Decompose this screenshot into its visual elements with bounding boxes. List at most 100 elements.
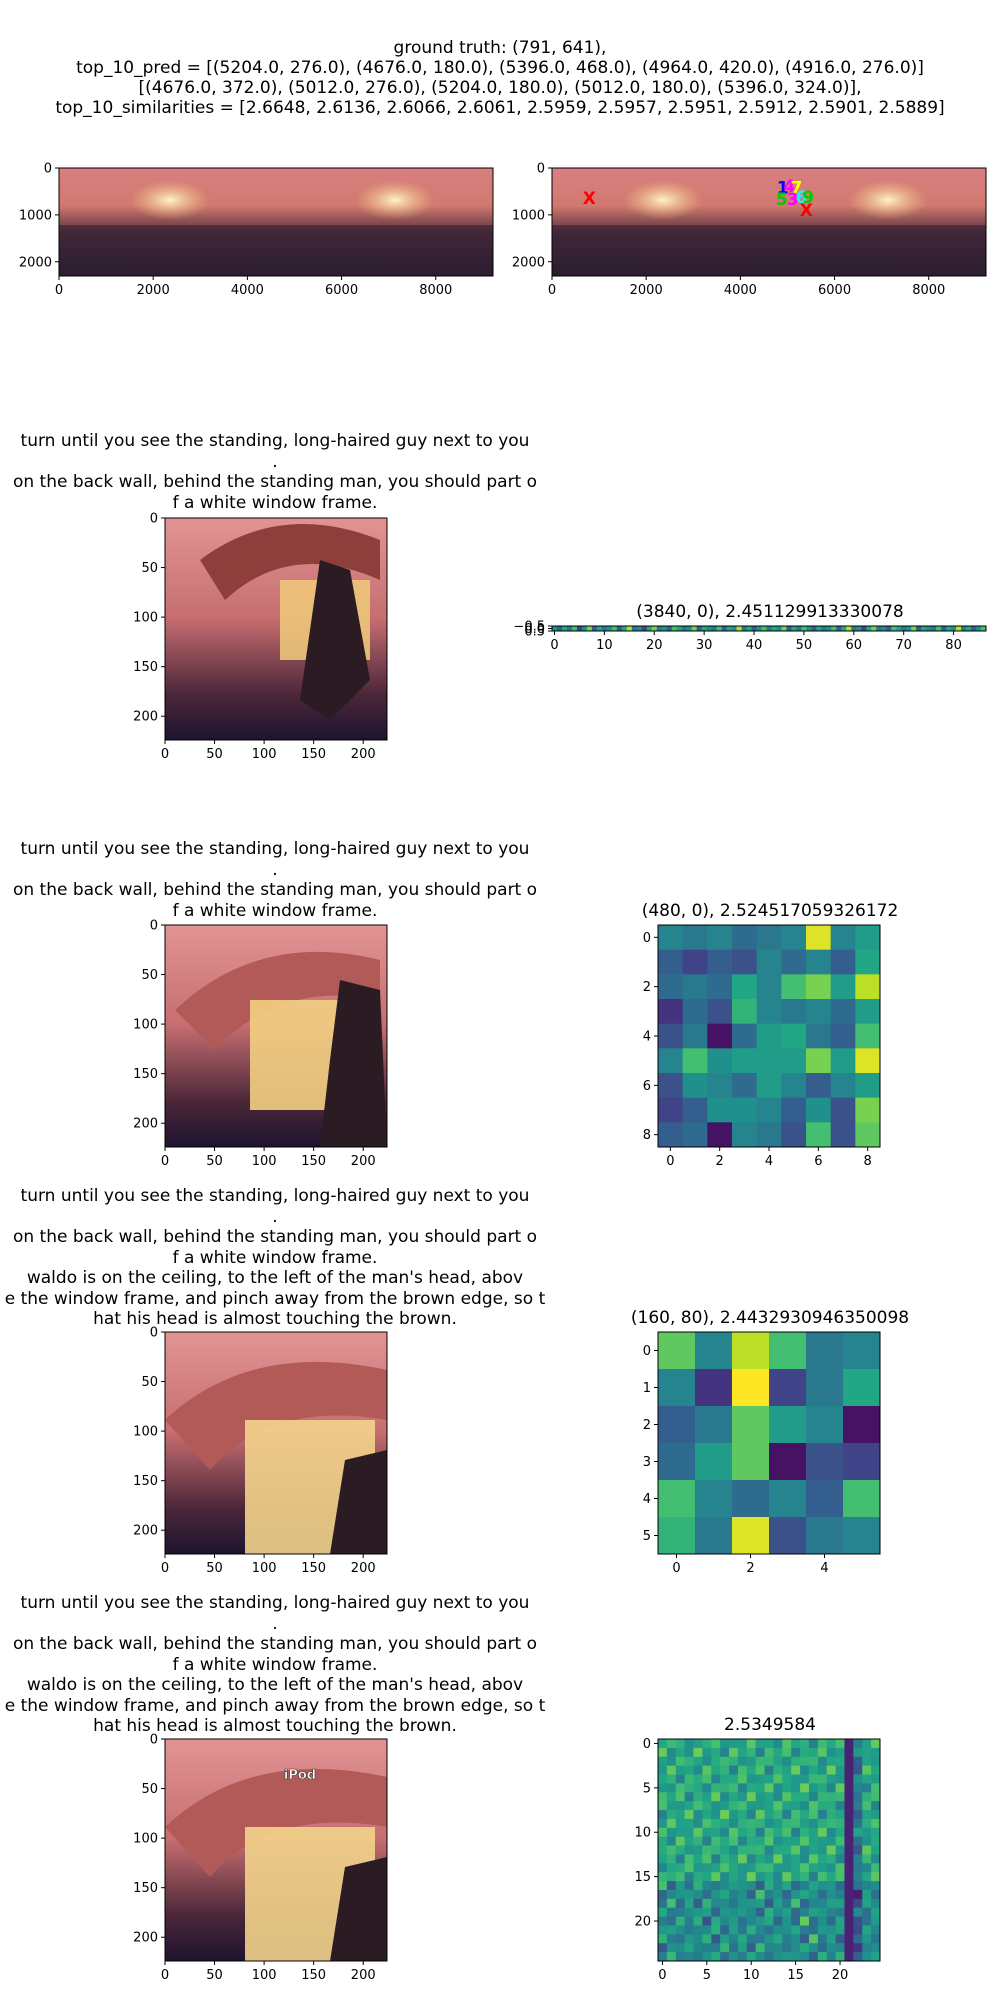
heatmap-cell bbox=[826, 1934, 836, 1944]
heatmap-cell bbox=[666, 1881, 677, 1891]
heatmap-cell bbox=[826, 1783, 836, 1793]
heatmap-cell bbox=[666, 1952, 677, 1962]
heatmap-cell bbox=[711, 1747, 721, 1758]
heatmap-cell bbox=[817, 1881, 828, 1891]
heatmap-cell bbox=[764, 1863, 774, 1873]
heatmap-cell bbox=[720, 1747, 730, 1758]
heatmap-cell bbox=[871, 1801, 881, 1811]
heatmap-cell bbox=[764, 1943, 774, 1953]
heatmap-cell bbox=[720, 1925, 730, 1935]
panel-title-row4: (160, 80), 2.4432930946350098 bbox=[630, 1308, 910, 1328]
heatmap-cell bbox=[800, 1836, 810, 1846]
heatmap-cell bbox=[666, 1783, 677, 1793]
heatmap-cell bbox=[746, 1889, 757, 1900]
heatmap-cell bbox=[844, 1881, 854, 1891]
heatmap-cell bbox=[971, 626, 977, 631]
x-tick-label: 150 bbox=[301, 1968, 326, 1983]
heatmap-cell bbox=[855, 999, 881, 1025]
heatmap-cell bbox=[737, 1916, 748, 1926]
heatmap-cell bbox=[675, 1872, 686, 1882]
caption-line: . bbox=[272, 1206, 278, 1227]
heatmap-cell bbox=[782, 1827, 792, 1838]
prediction-label: 3 bbox=[787, 190, 799, 210]
panel-title-row2: (3840, 0), 2.451129913330078 bbox=[636, 602, 904, 622]
heatmap-cell bbox=[675, 1881, 686, 1891]
heatmap-cell bbox=[835, 1765, 845, 1775]
heatmap-cell bbox=[782, 1739, 792, 1749]
heatmap-cell bbox=[826, 626, 832, 631]
heatmap-cell bbox=[871, 1747, 881, 1758]
heatmap-cell bbox=[675, 1765, 686, 1775]
y-tick-label: 2 bbox=[643, 980, 651, 995]
heatmap-cell bbox=[756, 974, 782, 1000]
heatmap-cell bbox=[791, 1774, 801, 1784]
x-tick-label: 50 bbox=[206, 1154, 223, 1169]
heatmap-cell bbox=[737, 1765, 748, 1775]
heatmap-cell bbox=[658, 1739, 668, 1749]
caption-row4: turn until you see the standing, long-ha… bbox=[0, 1186, 550, 1330]
heatmap-cell bbox=[791, 1827, 801, 1838]
heatmap-cell bbox=[755, 1845, 765, 1855]
heatmap-cell bbox=[817, 1845, 828, 1855]
heatmap-cell bbox=[853, 1898, 863, 1909]
heatmap-cell bbox=[871, 1872, 881, 1882]
heatmap-cell bbox=[808, 1907, 819, 1917]
heatmap-cell bbox=[844, 1952, 854, 1962]
heatmap-cell bbox=[756, 1097, 782, 1123]
title-line-3: [(4676.0, 372.0), (5012.0, 276.0), (5204… bbox=[138, 78, 862, 98]
heatmap-cell bbox=[835, 1845, 845, 1855]
heatmap-cell bbox=[855, 925, 881, 951]
heatmap-cell bbox=[755, 1747, 765, 1758]
heatmap-cell bbox=[791, 1818, 801, 1829]
heatmap-cell bbox=[755, 1810, 765, 1820]
heatmap-cell bbox=[806, 1097, 832, 1123]
heatmap-cell bbox=[756, 949, 782, 975]
heatmap-cell bbox=[782, 1952, 792, 1962]
heatmap-cell bbox=[661, 626, 668, 631]
heatmap-cell bbox=[755, 1818, 765, 1829]
heatmap-cell bbox=[826, 1792, 836, 1802]
heatmap-cell bbox=[862, 1925, 872, 1935]
heatmap-cell bbox=[666, 1827, 677, 1838]
heatmap-cell bbox=[711, 1952, 721, 1962]
heatmap-cell bbox=[844, 1836, 854, 1846]
heatmap-cell bbox=[773, 1881, 783, 1891]
heatmap-cell bbox=[911, 626, 917, 631]
heatmap-cell bbox=[732, 1406, 770, 1444]
heatmap-cell bbox=[773, 1774, 783, 1784]
heatmap-cell bbox=[871, 1774, 881, 1784]
y-tick-label: 100 bbox=[133, 1832, 158, 1847]
heatmap-cell bbox=[695, 1369, 733, 1407]
heatmap-cell bbox=[707, 949, 733, 975]
heatmap-cell bbox=[666, 1792, 677, 1802]
heatmap-cell bbox=[658, 1765, 668, 1775]
heatmap-cell bbox=[658, 1756, 668, 1767]
heatmap-cell bbox=[800, 1854, 810, 1864]
heatmap-cell bbox=[816, 626, 822, 631]
heatmap-cell bbox=[737, 1774, 748, 1784]
heatmap-cell bbox=[658, 1907, 668, 1917]
heatmap-cell bbox=[817, 1827, 828, 1838]
axes-frame bbox=[657, 1331, 881, 1555]
heatmap-cell bbox=[791, 1934, 801, 1944]
heatmap-cell bbox=[844, 1747, 854, 1758]
heatmap-cell bbox=[826, 1943, 836, 1953]
heatmap-cell bbox=[764, 1916, 774, 1926]
axes-frame bbox=[164, 924, 388, 1148]
heatmap-cell bbox=[835, 1801, 845, 1811]
heatmap-cell bbox=[658, 1943, 668, 1953]
heatmap-cell bbox=[658, 1332, 696, 1370]
heatmap-cell bbox=[826, 1854, 836, 1864]
heatmap-cell bbox=[729, 1925, 739, 1935]
heatmap-cell bbox=[817, 1872, 828, 1882]
x-tick-label: 50 bbox=[206, 1561, 223, 1576]
x-tick-label: 100 bbox=[252, 1561, 277, 1576]
caption-line: waldo is on the ceiling, to the left of … bbox=[26, 1675, 524, 1695]
heatmap-cell bbox=[666, 1756, 677, 1767]
heatmap-cell bbox=[853, 1810, 863, 1820]
heatmap-grid-row5: 0 5 10 15 20 0 5 10 15 20 bbox=[634, 1737, 881, 1983]
heatmap-cell bbox=[830, 1048, 856, 1074]
heatmap-cell bbox=[853, 1756, 863, 1767]
heatmap-cell bbox=[682, 949, 708, 975]
caption-line: . bbox=[272, 1613, 278, 1634]
